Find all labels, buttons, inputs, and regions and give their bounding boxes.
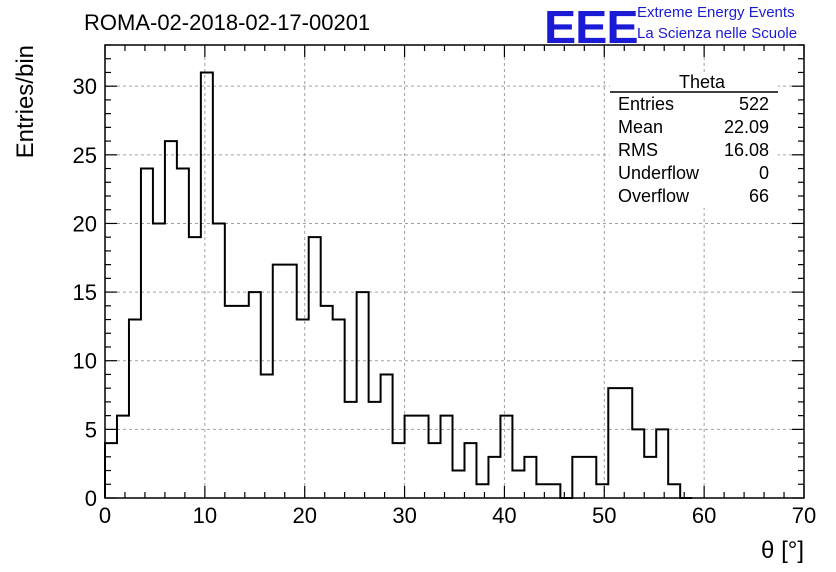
eee-logo: EEE Extreme Energy Events La Scienza nel… [544,1,834,53]
logo-line-1: Extreme Energy Events [637,4,795,21]
y-tick-label: 20 [73,211,97,236]
stats-box: Theta Entries 522 Mean 22.09 RMS 16.08 U… [610,72,778,208]
y-tick-label: 10 [73,349,97,374]
y-tick-label: 30 [73,74,97,99]
histogram-series-theta [104,71,693,499]
stats-label-underflow: Underflow [618,163,700,183]
x-tick-label: 40 [492,503,516,528]
y-tick-label: 15 [73,280,97,305]
plot-frame [104,44,805,499]
stats-value-mean: 22.09 [724,117,769,137]
stats-box-background [610,72,778,208]
stats-label-rms: RMS [618,140,658,160]
stats-label-overflow: Overflow [618,186,690,206]
x-tick-label: 0 [99,503,111,528]
x-tick-label: 10 [193,503,217,528]
x-tick-label: 50 [592,503,616,528]
tick-labels: 0 10 20 30 40 50 60 70 0 5 10 15 20 25 30 [73,74,817,528]
axis-ticks [104,44,805,499]
x-tick-label: 30 [392,503,416,528]
y-axis-title: Entries/bin [12,45,39,158]
chart-title: ROMA-02-2018-02-17-00201 [84,10,371,35]
stats-value-underflow: 0 [759,163,769,183]
x-axis-title: θ [°] [761,537,804,564]
logo-line-2: La Scienza nelle Scuole [637,25,798,42]
stats-title: Theta [679,72,726,92]
x-tick-label: 60 [692,503,716,528]
stats-value-rms: 16.08 [724,140,769,160]
x-tick-label: 20 [292,503,316,528]
stats-value-entries: 522 [739,94,769,114]
x-tick-label: 70 [792,503,816,528]
y-tick-label: 5 [85,417,97,442]
stats-label-entries: Entries [618,94,674,114]
y-tick-label: 25 [73,143,97,168]
stats-value-overflow: 66 [749,186,769,206]
y-tick-label: 0 [85,486,97,511]
stats-label-mean: Mean [618,117,663,137]
